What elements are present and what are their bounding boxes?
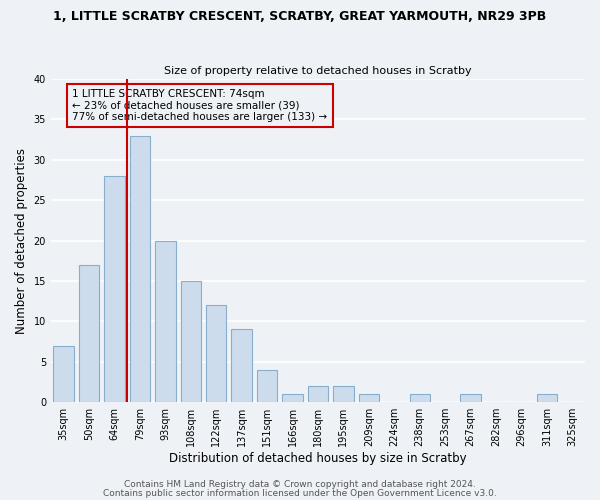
Bar	[130, 136, 150, 402]
Bar	[155, 240, 176, 402]
Bar	[283, 394, 302, 402]
Text: Contains public sector information licensed under the Open Government Licence v3: Contains public sector information licen…	[103, 489, 497, 498]
Text: 1 LITTLE SCRATBY CRESCENT: 74sqm
← 23% of detached houses are smaller (39)
77% o: 1 LITTLE SCRATBY CRESCENT: 74sqm ← 23% o…	[72, 89, 328, 122]
Bar	[460, 394, 481, 402]
Bar	[410, 394, 430, 402]
Bar	[79, 265, 99, 402]
Text: Contains HM Land Registry data © Crown copyright and database right 2024.: Contains HM Land Registry data © Crown c…	[124, 480, 476, 489]
Bar	[206, 306, 226, 402]
X-axis label: Distribution of detached houses by size in Scratby: Distribution of detached houses by size …	[169, 452, 467, 465]
Bar	[53, 346, 74, 402]
Bar	[257, 370, 277, 402]
Bar	[308, 386, 328, 402]
Bar	[181, 281, 201, 402]
Bar	[536, 394, 557, 402]
Bar	[232, 330, 252, 402]
Bar	[333, 386, 353, 402]
Bar	[104, 176, 125, 402]
Bar	[359, 394, 379, 402]
Y-axis label: Number of detached properties: Number of detached properties	[15, 148, 28, 334]
Text: 1, LITTLE SCRATBY CRESCENT, SCRATBY, GREAT YARMOUTH, NR29 3PB: 1, LITTLE SCRATBY CRESCENT, SCRATBY, GRE…	[53, 10, 547, 23]
Title: Size of property relative to detached houses in Scratby: Size of property relative to detached ho…	[164, 66, 472, 76]
